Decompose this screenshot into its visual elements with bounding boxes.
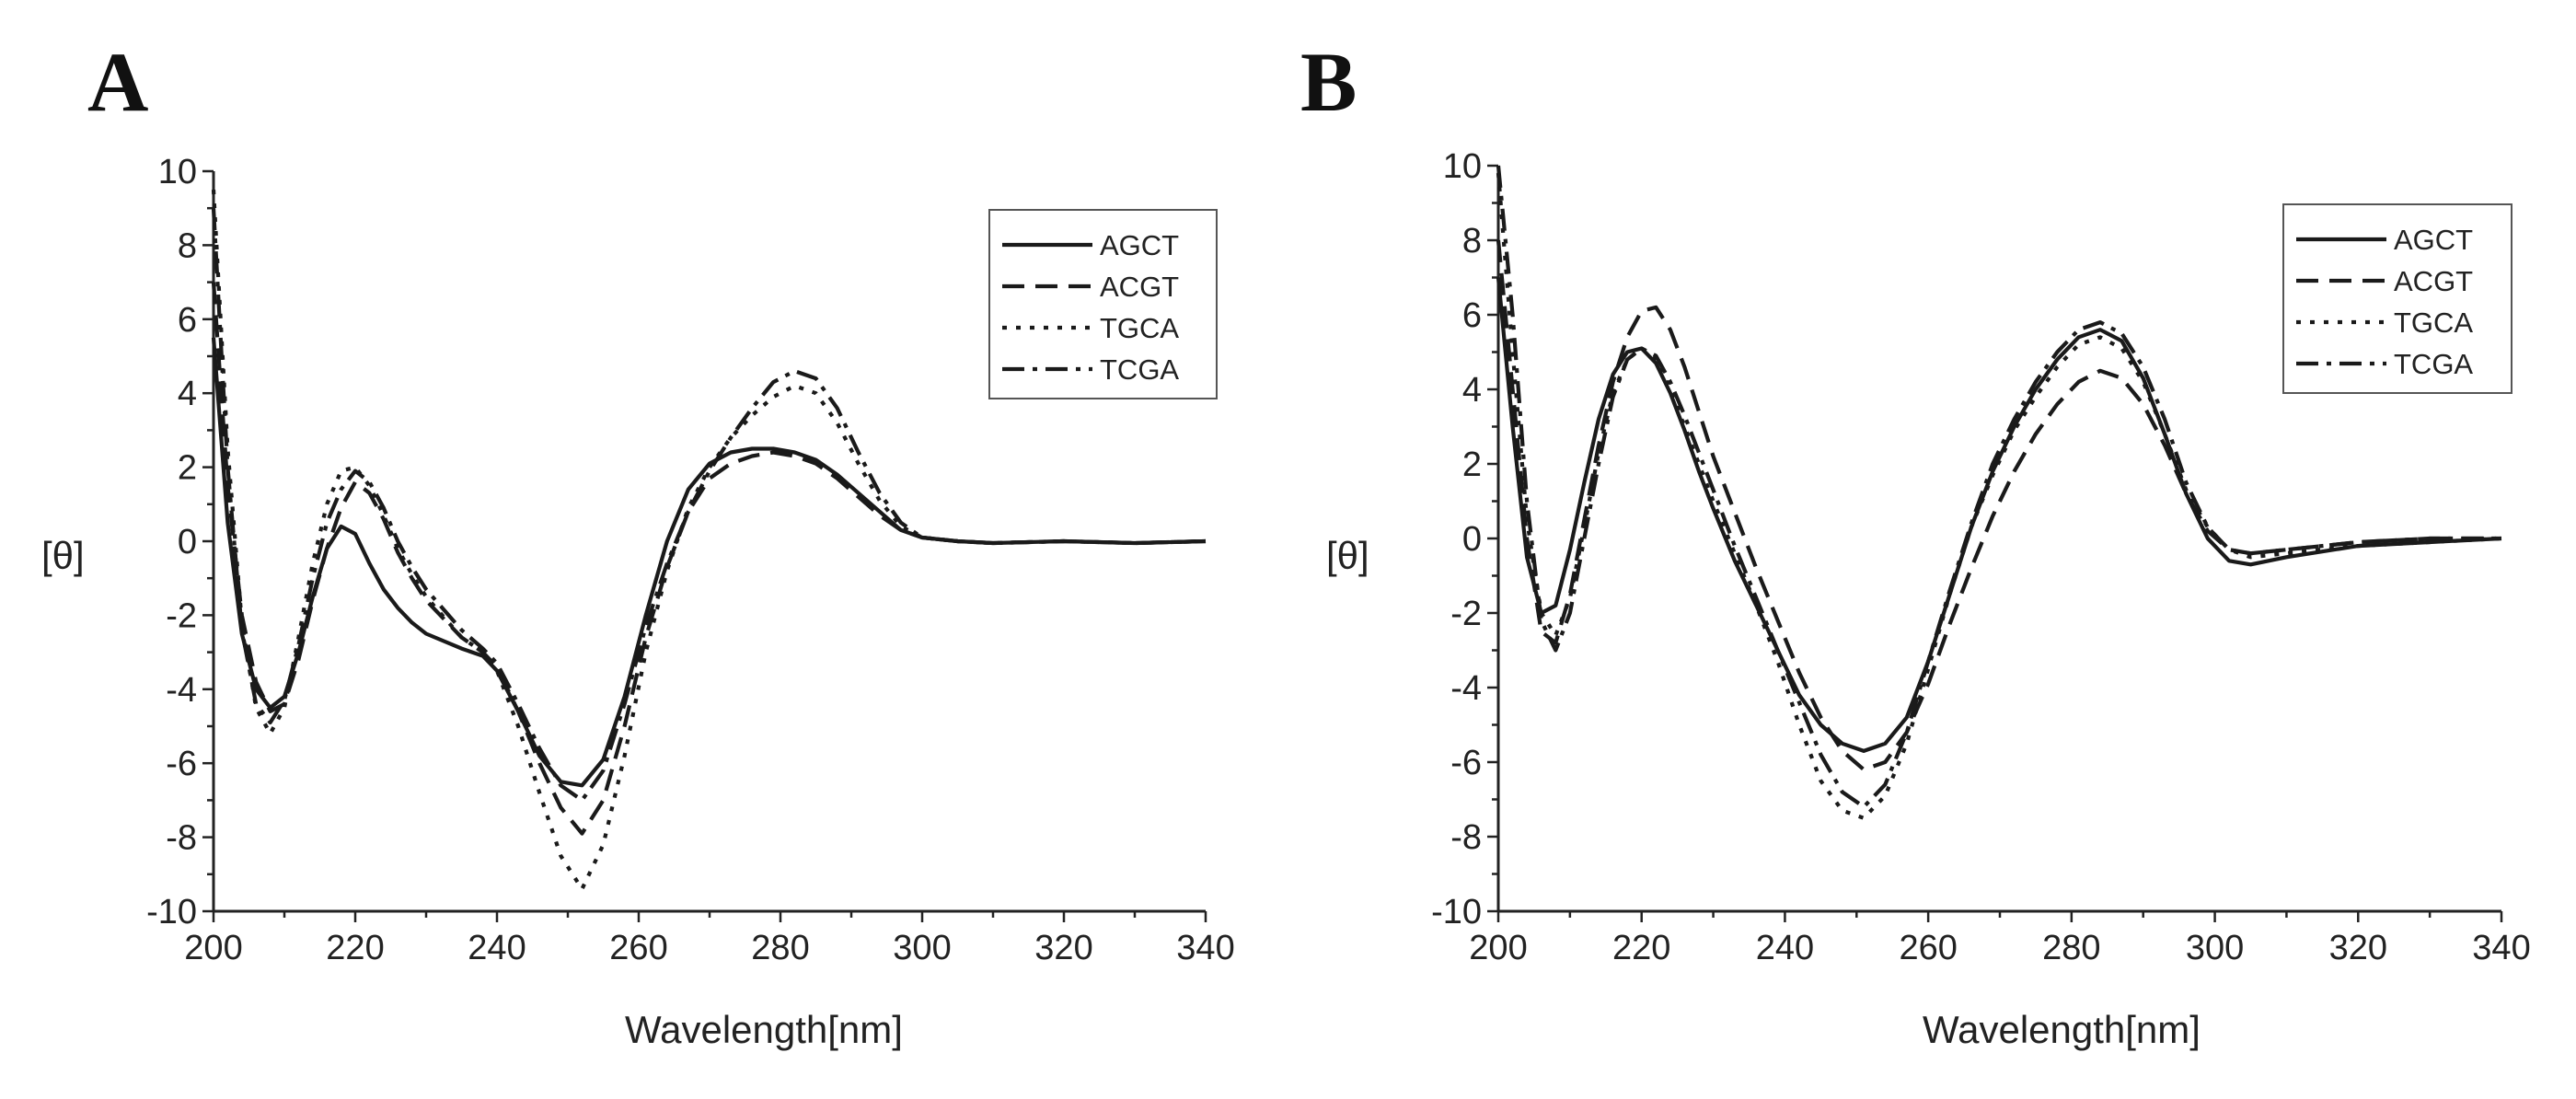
panel-b-y-tick-label: 4 <box>1462 371 1482 410</box>
panel-a-y-tick-label: -2 <box>166 596 197 635</box>
panel-b-xlabel: Wavelength[nm] <box>1923 1008 2201 1051</box>
panel-b-legend-label-acgt: ACGT <box>2394 265 2473 297</box>
panel-b-y-tick-label: 8 <box>1462 222 1482 260</box>
panel-b-x-tick-label: 260 <box>1899 929 1957 967</box>
panel-b-y-tick-label: 6 <box>1462 296 1482 335</box>
panel-b-y-tick-label: 0 <box>1462 520 1482 559</box>
panel-a-y-tick-label: 0 <box>178 523 197 561</box>
panel-a-series-acgt <box>211 282 1207 836</box>
panel-b-y-tick-label: 10 <box>1443 147 1482 186</box>
panel-b-legend-label-tgca: TGCA <box>2394 307 2473 339</box>
panel-a-legend-label-tgca: TGCA <box>1100 312 1179 344</box>
panel-b-x-tick-label: 300 <box>2186 929 2244 967</box>
panel-b-y-tick-label: -2 <box>1450 595 1482 633</box>
panel-a-ylabel: [θ] <box>41 534 85 577</box>
panel-b-y-tick-label: -6 <box>1450 744 1482 782</box>
panel-b-series-tcga <box>1496 165 2501 809</box>
panel-a-x-tick-label: 320 <box>1034 929 1092 967</box>
panel-b-letter: B <box>1300 35 1357 129</box>
panel-a-x-tick-label: 220 <box>326 929 384 967</box>
panel-b-y-tick-label: -10 <box>1431 893 1482 931</box>
panel-a-y-tick-label: -4 <box>166 671 197 710</box>
panel-a-legend <box>988 209 1218 399</box>
panel-a-letter: A <box>87 35 148 129</box>
panel-b-legend <box>2282 203 2512 394</box>
panel-b-legend-label-agct: AGCT <box>2394 224 2473 256</box>
panel-a-x-tick-label: 340 <box>1176 929 1234 967</box>
panel-a-x-tick-label: 280 <box>751 929 809 967</box>
panel-a-x-tick-label: 300 <box>893 929 951 967</box>
panel-a-y-tick-label: 6 <box>178 301 197 340</box>
panel-b-y-tick-label: 2 <box>1462 445 1482 484</box>
panel-a-y-tick-label: 10 <box>158 153 197 191</box>
panel-b-series-acgt <box>1496 239 2501 772</box>
panel-b-y-tick-label: -4 <box>1450 669 1482 708</box>
panel-b-x-tick-label: 220 <box>1612 929 1670 967</box>
panel-a: A [θ] Wavelength[nm] 1086420-2-4-6-8-102… <box>41 35 1235 1051</box>
panel-a-legend-label-acgt: ACGT <box>1100 271 1179 303</box>
panel-b-legend-label-tcga: TCGA <box>2394 348 2473 380</box>
panel-a-y-tick-label: 2 <box>178 449 197 488</box>
panel-a-x-tick-label: 260 <box>609 929 667 967</box>
panel-b-x-tick-label: 320 <box>2329 929 2387 967</box>
panel-b-x-tick-label: 200 <box>1469 929 1527 967</box>
panel-b-x-tick-label: 280 <box>2042 929 2100 967</box>
panel-a-y-tick-label: 4 <box>178 375 197 413</box>
panel-b-y-tick-label: -8 <box>1450 818 1482 857</box>
panel-b: B [θ] Wavelength[nm] 1086420-2-4-6-8-102… <box>1300 35 2531 1051</box>
panel-a-x-tick-label: 200 <box>184 929 242 967</box>
panel-a-y-tick-label: -8 <box>166 819 197 858</box>
panel-b-ylabel: [θ] <box>1326 534 1369 577</box>
panel-a-x-tick-label: 240 <box>468 929 526 967</box>
panel-a-y-tick-label: -6 <box>166 745 197 783</box>
panel-a-y-tick-label: -10 <box>146 893 197 931</box>
panel-b-x-tick-label: 240 <box>1756 929 1814 967</box>
panel-b-x-tick-label: 340 <box>2472 929 2530 967</box>
panel-a-xlabel: Wavelength[nm] <box>625 1008 903 1051</box>
panel-a-legend-label-tcga: TCGA <box>1100 353 1179 386</box>
panel-a-series-tcga <box>211 208 1207 803</box>
panel-a-y-tick-label: 8 <box>178 226 197 265</box>
panel-a-legend-label-agct: AGCT <box>1100 229 1179 261</box>
